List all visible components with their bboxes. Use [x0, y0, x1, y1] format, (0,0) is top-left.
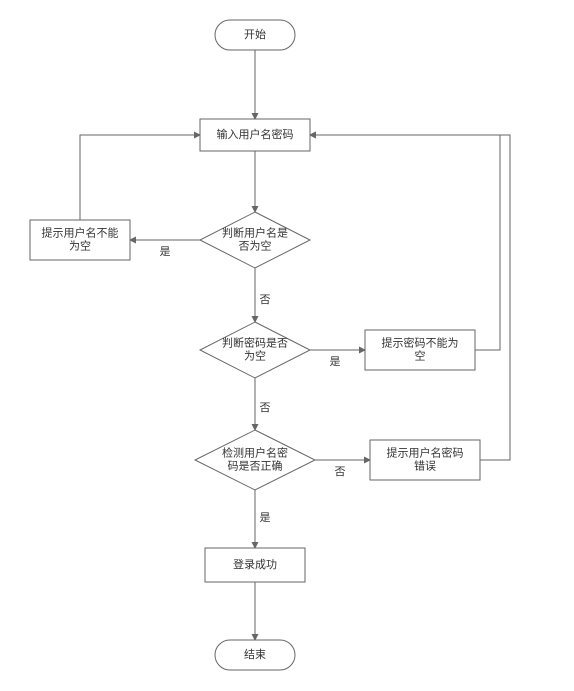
node-label: 检测用户名密	[222, 445, 288, 459]
node-input: 输入用户名密码	[200, 119, 310, 151]
edge-label: 否	[335, 466, 346, 478]
edge-label: 是	[160, 245, 171, 258]
node-label: 否为空	[239, 238, 272, 252]
node-label: 空	[415, 348, 426, 362]
edge-label: 否	[260, 402, 271, 414]
node-label: 提示密码不能为	[382, 335, 459, 349]
node-label: 为空	[244, 348, 266, 362]
node-d3: 检测用户名密码是否正确	[195, 430, 315, 490]
node-label: 输入用户名密码	[217, 127, 294, 141]
node-success: 登录成功	[205, 548, 305, 582]
node-label: 登录成功	[233, 557, 277, 571]
node-label: 结束	[244, 648, 266, 661]
edge-label: 否	[260, 294, 271, 306]
node-tip_user: 提示用户名不能为空	[30, 220, 130, 260]
node-end: 结束	[215, 640, 295, 670]
node-label: 开始	[244, 27, 266, 41]
node-label: 码是否正确	[228, 459, 283, 472]
flowchart: 是否是否否是开始输入用户名密码判断用户名是否为空提示用户名不能为空判断密码是否为…	[0, 0, 574, 691]
node-tip_wrong: 提示用户名密码错误	[370, 440, 480, 480]
node-label: 判断密码是否	[222, 335, 288, 349]
node-label: 判断用户名是	[222, 225, 288, 239]
edge	[310, 135, 500, 350]
edge	[80, 135, 200, 220]
node-label: 提示用户名密码	[387, 445, 464, 459]
edge-label: 是	[260, 511, 271, 524]
edge	[310, 135, 510, 460]
node-d2: 判断密码是否为空	[200, 322, 310, 378]
node-label: 为空	[69, 238, 91, 252]
node-d1: 判断用户名是否为空	[200, 212, 310, 268]
node-start: 开始	[215, 20, 295, 50]
node-label: 提示用户名不能	[42, 225, 119, 239]
node-tip_pwd: 提示密码不能为空	[365, 330, 475, 370]
node-label: 错误	[414, 458, 436, 472]
edge-label: 是	[330, 355, 341, 368]
